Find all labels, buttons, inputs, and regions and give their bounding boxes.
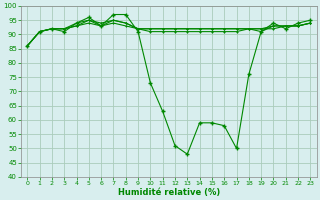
- X-axis label: Humidité relative (%): Humidité relative (%): [118, 188, 220, 197]
